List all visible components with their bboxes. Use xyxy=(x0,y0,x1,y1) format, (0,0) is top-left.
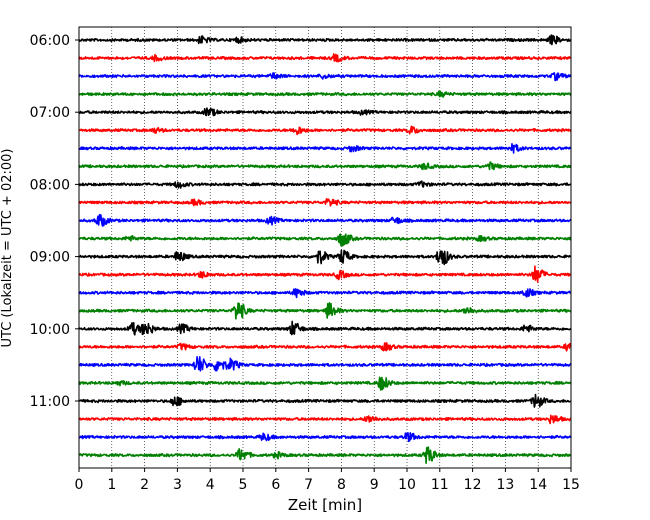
x-tick-label: 0 xyxy=(75,477,84,493)
y-axis-ticks: 06:00 07:00 08:00 09:00 10:00 11:00 xyxy=(30,33,79,410)
x-tick-label: 10 xyxy=(398,477,416,493)
x-tick-label: 6 xyxy=(271,477,280,493)
trace-row-23 xyxy=(78,446,572,465)
y-tick-label: 11:00 xyxy=(30,394,70,410)
trace-row-7 xyxy=(78,161,572,171)
x-tick-label: 5 xyxy=(239,477,248,493)
trace-row-1 xyxy=(78,53,572,63)
trace-row-3 xyxy=(78,90,572,98)
x-tick-label: 4 xyxy=(206,477,215,493)
y-axis-label: UTC (Lokalzeit = UTC + 02:00) xyxy=(0,149,15,348)
y-tick-label: 09:00 xyxy=(30,250,70,266)
x-tick-label: 3 xyxy=(173,477,182,493)
x-tick-label: 11 xyxy=(431,477,449,493)
trace-row-16 xyxy=(78,320,572,336)
trace-row-11 xyxy=(78,233,572,247)
trace-row-0 xyxy=(78,34,572,46)
trace-row-10 xyxy=(78,213,572,227)
x-tick-label: 14 xyxy=(529,477,547,493)
x-tick-label: 9 xyxy=(370,477,379,493)
x-axis-ticks: 0 1 2 3 4 5 6 7 8 9 10 11 12 13 14 15 xyxy=(75,468,580,493)
trace-row-2 xyxy=(78,72,572,82)
trace-row-9 xyxy=(78,198,572,207)
y-tick-label: 07:00 xyxy=(30,105,70,121)
y-tick-label: 06:00 xyxy=(30,33,70,49)
trace-row-12 xyxy=(78,249,572,266)
trace-row-19 xyxy=(78,376,572,391)
y-tick-label: 08:00 xyxy=(30,177,70,193)
trace-row-6 xyxy=(78,143,572,154)
x-tick-label: 2 xyxy=(140,477,149,493)
x-tick-label: 15 xyxy=(562,477,580,493)
x-tick-label: 1 xyxy=(107,477,116,493)
trace-row-14 xyxy=(78,288,572,299)
trace-row-17 xyxy=(78,342,572,352)
trace-row-21 xyxy=(78,414,572,425)
trace-row-13 xyxy=(78,265,572,283)
trace-row-15 xyxy=(78,301,572,320)
trace-row-4 xyxy=(78,107,572,117)
plot-frame xyxy=(78,26,572,469)
x-tick-label: 13 xyxy=(496,477,514,493)
x-axis-label: Zeit [min] xyxy=(288,496,362,514)
x-tick-label: 8 xyxy=(337,477,346,493)
trace-row-8 xyxy=(78,180,572,189)
trace-row-22 xyxy=(78,432,572,443)
y-tick-label: 10:00 xyxy=(30,322,70,338)
trace-row-18 xyxy=(78,356,572,372)
x-tick-label: 12 xyxy=(464,477,482,493)
trace-row-20 xyxy=(78,393,572,408)
trace-row-5 xyxy=(78,125,572,136)
seismic-traces xyxy=(78,34,572,465)
x-tick-label: 7 xyxy=(304,477,313,493)
